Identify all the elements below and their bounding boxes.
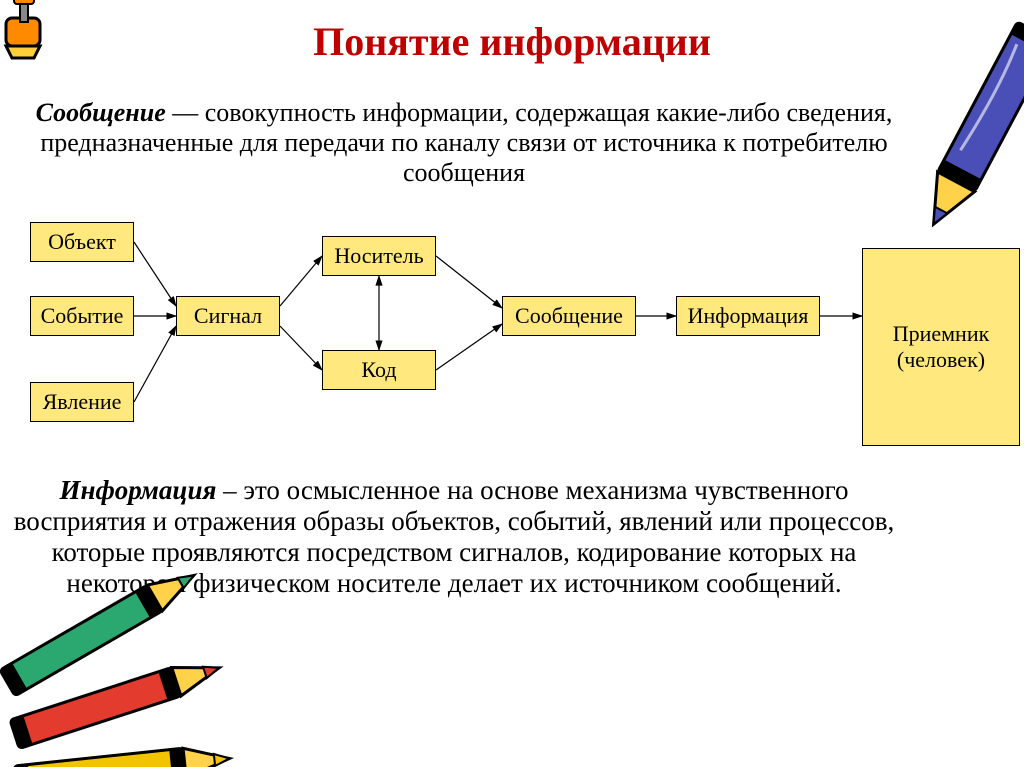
definition-information-lead: Информация xyxy=(59,475,216,505)
pencils-icon xyxy=(0,630,260,767)
flow-node-code: Код xyxy=(322,350,436,390)
page-title: Понятие информации xyxy=(0,18,1024,65)
definition-message-lead: Сообщение xyxy=(36,98,166,127)
definition-message: Сообщение — совокупность информации, сод… xyxy=(24,98,904,188)
flow-node-car: Носитель xyxy=(322,236,436,276)
flow-node-evt: Событие xyxy=(30,296,134,336)
flow-node-recv: Приемник (человек) xyxy=(862,248,1020,446)
definition-information: Информация – это осмысленное на основе м… xyxy=(4,475,904,599)
crayon-icon xyxy=(938,0,1024,250)
flow-node-phen: Явление xyxy=(30,382,134,422)
flow-node-obj: Объект xyxy=(30,222,134,262)
flow-node-sig: Сигнал xyxy=(176,296,280,336)
definition-message-body: — совокупность информации, содержащая ка… xyxy=(40,98,892,187)
flow-node-msg: Сообщение xyxy=(502,296,636,336)
flow-node-info: Информация xyxy=(676,296,820,336)
clamp-icon xyxy=(0,0,74,74)
